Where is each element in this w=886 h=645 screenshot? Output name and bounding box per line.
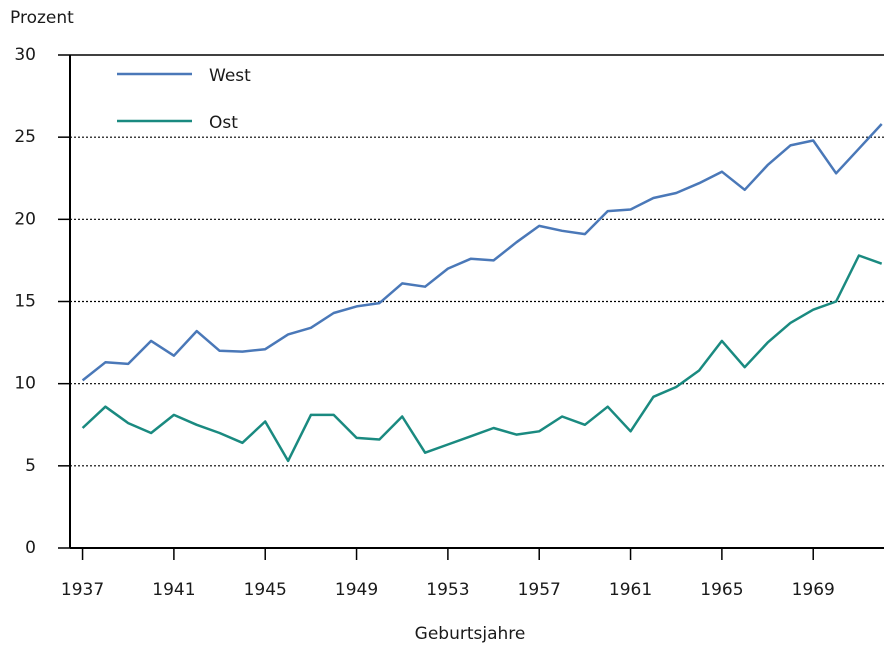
x-tick-label: 1953 (426, 580, 469, 600)
y-tick-label: 15 (14, 292, 36, 312)
y-tick-label: 25 (14, 127, 36, 147)
x-axis-label: Geburtsjahre (415, 624, 526, 644)
x-tick-label: 1965 (700, 580, 743, 600)
legend-label: West (209, 66, 251, 86)
y-tick-label: 5 (25, 456, 36, 476)
x-tick-label: 1969 (792, 580, 835, 600)
series-line (81, 254, 883, 463)
y-tick-label: 0 (25, 538, 36, 558)
y-tick-label: 10 (14, 374, 36, 394)
y-tick-label: 30 (14, 45, 36, 65)
x-tick-label: 1945 (244, 580, 287, 600)
series-line (81, 123, 883, 382)
x-tick-label: 1961 (609, 580, 652, 600)
x-tick-label: 1941 (152, 580, 195, 600)
y-axis-label: Prozent (10, 8, 74, 28)
x-tick-label: 1949 (335, 580, 378, 600)
y-tick-label: 20 (14, 209, 36, 229)
x-tick-label: 1937 (61, 580, 104, 600)
x-tick-label: 1957 (518, 580, 561, 600)
legend-label: Ost (209, 113, 238, 133)
